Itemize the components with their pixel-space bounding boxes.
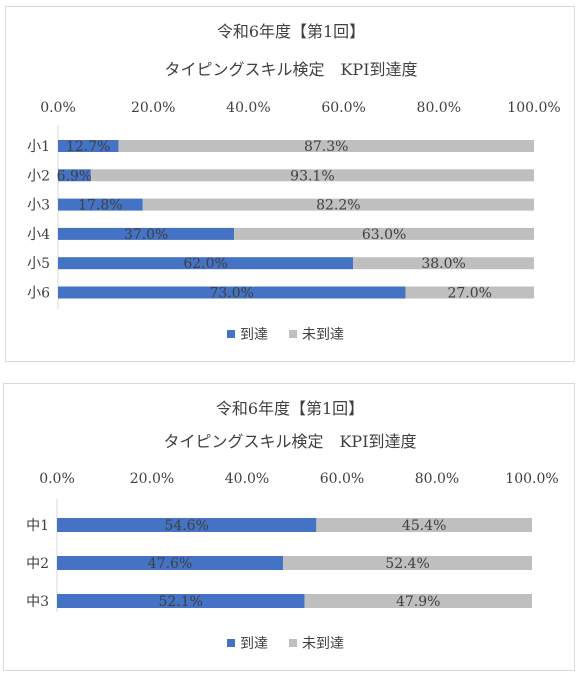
data-label-reached: 52.1% [158,594,202,610]
data-label-reached: 54.6% [164,518,208,534]
data-label-not-reached: 45.4% [402,518,446,534]
data-label-not-reached: 93.1% [290,168,334,184]
category-label: 小3 [27,198,50,214]
legend-label: 到達 [240,327,268,343]
legend-swatch [227,639,235,647]
legend-label: 未到達 [302,636,344,652]
chart-title: 令和6年度【第1回】 [216,399,364,418]
x-tick-label: 40.0% [225,471,269,487]
data-label-reached: 47.6% [148,556,192,572]
data-label-reached: 73.0% [209,286,253,302]
bar-not-reached [283,556,532,570]
legend-swatch [289,330,297,338]
data-label-reached: 37.0% [124,227,168,243]
bar-reached [58,140,119,152]
legend-swatch [289,639,297,647]
data-label-reached: 12.7% [66,139,110,155]
data-label-not-reached: 82.2% [316,198,360,214]
chart-elementary-svg: 令和6年度【第1回】タイピングスキル検定 KPI到達度 0.0% 20.0% 40.0… [27,22,561,343]
x-tick-label: 60.0% [321,100,365,116]
category-label: 中3 [26,594,49,610]
chart-junior-high-svg: 令和6年度【第1回】タイピングスキル検定 KPI到達度 0.0% 20.0% 40.0… [26,399,559,652]
bar-reached [57,556,284,570]
chart-title: 令和6年度【第1回】 [217,22,365,41]
x-tick-label: 80.0% [415,471,459,487]
data-label-not-reached: 63.0% [362,227,406,243]
data-label-not-reached: 27.0% [447,286,491,302]
bar-not-reached [353,257,534,270]
category-label: 中2 [26,556,49,572]
bar-reached [58,169,91,182]
data-label-reached: 17.8% [78,198,122,214]
bar-not-reached [234,227,534,240]
category-label: 小6 [27,286,50,302]
data-label-reached: 62.0% [183,256,227,272]
bar-not-reached [405,286,534,299]
bar-not-reached [118,140,535,152]
bar-not-reached [142,198,534,211]
bar-not-reached [304,594,532,608]
legend-label: 到達 [240,636,268,652]
bar-reached [58,198,143,211]
category-label: 小2 [27,168,50,184]
bar-reached [58,257,354,270]
bar-reached [58,227,235,240]
data-label-not-reached: 38.0% [421,256,465,272]
data-label-not-reached: 52.4% [385,556,429,572]
category-label: 小4 [27,227,50,243]
x-tick-label: 80.0% [417,100,461,116]
category-label: 小1 [27,139,50,155]
category-label: 小5 [27,256,50,272]
x-tick-label: 20.0% [131,100,175,116]
bar-reached [57,518,317,532]
category-label: 中1 [26,518,49,534]
data-label-reached: 6.9% [57,168,93,184]
chart-junior-high: 令和6年度【第1回】タイピングスキル検定 KPI到達度 0.0% 20.0% 40.0… [3,383,575,671]
x-tick-label: 60.0% [320,471,364,487]
chart-subtitle: タイピングスキル検定 KPI到達度 [164,60,417,79]
x-tick-label: 20.0% [130,471,174,487]
bar-reached [57,594,305,608]
x-tick-label: 100.0% [507,100,560,116]
chart-elementary: 令和6年度【第1回】タイピングスキル検定 KPI到達度 0.0% 20.0% 40.0… [5,6,575,362]
data-label-not-reached: 87.3% [304,139,348,155]
data-label-not-reached: 47.9% [396,594,440,610]
x-tick-label: 100.0% [505,471,558,487]
legend-swatch [227,330,235,338]
legend-label: 未到達 [302,327,344,343]
x-tick-label: 0.0% [39,471,75,487]
bar-not-reached [316,518,532,532]
bar-not-reached [90,169,535,182]
chart-subtitle: タイピングスキル検定 KPI到達度 [163,432,416,451]
bar-reached [58,286,406,299]
x-tick-label: 0.0% [40,100,76,116]
x-tick-label: 40.0% [226,100,270,116]
